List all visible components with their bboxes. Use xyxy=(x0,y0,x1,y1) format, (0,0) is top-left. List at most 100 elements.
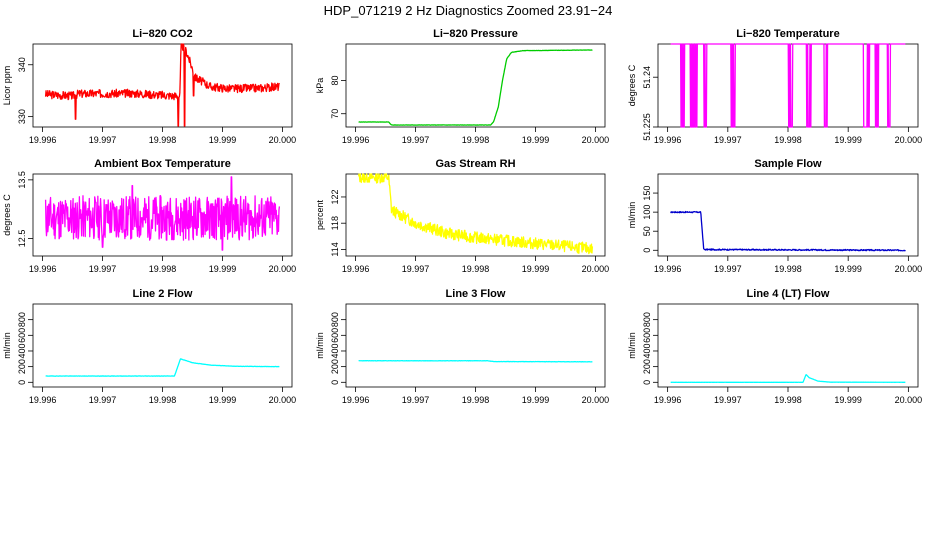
y-tick-label: 51.24 xyxy=(642,66,652,89)
x-tick-label: 19.996 xyxy=(654,395,682,405)
x-tick-label: 19.997 xyxy=(89,395,117,405)
x-tick-label: 20.000 xyxy=(269,264,297,274)
x-tick-label: 20.000 xyxy=(582,135,610,145)
series-line xyxy=(670,210,906,252)
y-tick-label: 12.5 xyxy=(17,230,27,248)
x-tick-label: 19.997 xyxy=(714,135,742,145)
panel-title: Line 2 Flow xyxy=(133,288,193,300)
panel-title: Line 4 (LT) Flow xyxy=(747,288,830,300)
x-tick-label: 19.998 xyxy=(462,264,490,274)
x-tick-label: 20.000 xyxy=(269,135,297,145)
series-line xyxy=(670,374,906,383)
panel-8: Line 3 Flow 19.996 19.997 19.998 19.999 20.00… xyxy=(315,288,609,405)
y-tick-label: 800 xyxy=(642,312,652,327)
y-tick-label: 600 xyxy=(642,328,652,343)
y-axis-label: ml/min xyxy=(627,202,637,229)
y-axis-label: ml/min xyxy=(627,332,637,359)
x-tick-label: 19.997 xyxy=(89,135,117,145)
panel-title: Sample Flow xyxy=(754,158,822,170)
x-tick-label: 19.999 xyxy=(834,395,862,405)
panel-title: Li−820 Temperature xyxy=(736,28,839,40)
y-tick-label: 200 xyxy=(642,359,652,374)
panel-title: Line 3 Flow xyxy=(446,288,506,300)
panel-3: Li−820 Temperature 19.996 19.997 19.998 19.9… xyxy=(627,28,922,145)
x-tick-label: 20.000 xyxy=(895,264,923,274)
y-tick-label: 800 xyxy=(330,312,340,327)
x-tick-label: 19.997 xyxy=(714,264,742,274)
x-tick-label: 19.998 xyxy=(149,264,177,274)
x-tick-label: 19.999 xyxy=(834,135,862,145)
x-tick-label: 20.000 xyxy=(582,395,610,405)
panel-2: Li−820 Pressure 19.996 19.997 19.998 19.999 2… xyxy=(315,28,609,145)
panel-6: Sample Flow 19.996 19.997 19.998 19.999 20.00… xyxy=(627,158,922,274)
y-tick-label: 150 xyxy=(642,186,652,201)
plot-frame xyxy=(657,173,919,257)
y-tick-label: 122 xyxy=(330,189,340,204)
panel-7: Line 2 Flow 19.996 19.997 19.998 19.999 20.00… xyxy=(2,288,296,405)
x-tick-label: 20.000 xyxy=(582,264,610,274)
x-tick-label: 19.998 xyxy=(774,135,802,145)
x-tick-label: 19.996 xyxy=(29,135,57,145)
y-tick-label: 600 xyxy=(17,328,27,343)
y-axis-label: degrees C xyxy=(2,194,12,236)
x-tick-label: 19.998 xyxy=(774,264,802,274)
y-tick-label: 70 xyxy=(330,109,340,119)
x-tick-label: 19.997 xyxy=(402,395,430,405)
y-tick-label: 0 xyxy=(642,380,652,385)
y-tick-label: 114 xyxy=(330,242,340,256)
y-tick-label: 330 xyxy=(17,109,27,124)
plot-frame xyxy=(657,303,919,388)
panel-1: Li−820 CO2 19.996 19.997 19.998 19.999 20.000… xyxy=(2,28,296,145)
y-tick-label: 200 xyxy=(330,359,340,374)
x-tick-label: 19.996 xyxy=(29,264,57,274)
series-line xyxy=(670,43,906,128)
x-tick-label: 19.996 xyxy=(654,135,682,145)
y-axis-label: ml/min xyxy=(315,332,325,359)
y-tick-label: 340 xyxy=(17,57,27,72)
x-tick-label: 20.000 xyxy=(895,395,923,405)
x-tick-label: 19.999 xyxy=(522,135,550,145)
x-tick-label: 19.996 xyxy=(342,264,370,274)
panel-title: Li−820 Pressure xyxy=(433,28,518,40)
x-tick-label: 19.998 xyxy=(774,395,802,405)
x-tick-label: 19.999 xyxy=(834,264,862,274)
x-tick-label: 20.000 xyxy=(269,395,297,405)
x-tick-label: 19.998 xyxy=(149,135,177,145)
panel-title: Gas Stream RH xyxy=(435,158,515,170)
y-tick-label: 400 xyxy=(642,343,652,358)
y-axis-label: ml/min xyxy=(2,332,12,359)
panel-9: Line 4 (LT) Flow 19.996 19.997 19.998 19.999… xyxy=(627,288,922,405)
x-tick-label: 19.997 xyxy=(402,264,430,274)
y-axis-label: kPa xyxy=(315,78,325,94)
y-tick-label: 100 xyxy=(642,205,652,220)
panel-title: Ambient Box Temperature xyxy=(94,158,231,170)
x-tick-label: 19.998 xyxy=(149,395,177,405)
x-tick-label: 19.996 xyxy=(29,395,57,405)
y-tick-label: 200 xyxy=(17,359,27,374)
panel-4: Ambient Box Temperature 19.996 19.997 19.99… xyxy=(2,158,296,274)
x-tick-label: 19.998 xyxy=(462,135,490,145)
y-tick-label: 400 xyxy=(17,343,27,358)
x-tick-label: 19.999 xyxy=(209,264,237,274)
series-line xyxy=(357,173,594,255)
y-axis-label: Licor ppm xyxy=(2,66,12,106)
x-tick-label: 20.000 xyxy=(895,135,923,145)
y-tick-label: 50 xyxy=(642,226,652,236)
y-tick-label: 118 xyxy=(330,216,340,230)
panel-title: Li−820 CO2 xyxy=(132,28,192,40)
y-tick-label: 400 xyxy=(330,343,340,358)
series-line xyxy=(358,359,593,363)
plot-frame xyxy=(32,303,293,388)
x-tick-label: 19.996 xyxy=(342,135,370,145)
x-tick-label: 19.997 xyxy=(89,264,117,274)
page-title: HDP_071219 2 Hz Diagnostics Zoomed 23.91… xyxy=(324,3,613,18)
y-tick-label: 80 xyxy=(330,76,340,86)
plot-frame xyxy=(345,303,606,388)
y-tick-label: 0 xyxy=(330,380,340,385)
x-tick-label: 19.998 xyxy=(462,395,490,405)
series-line xyxy=(44,43,280,127)
panel-5: Gas Stream RH 19.996 19.997 19.998 19.999 20.… xyxy=(315,158,609,274)
series-line xyxy=(45,358,280,377)
